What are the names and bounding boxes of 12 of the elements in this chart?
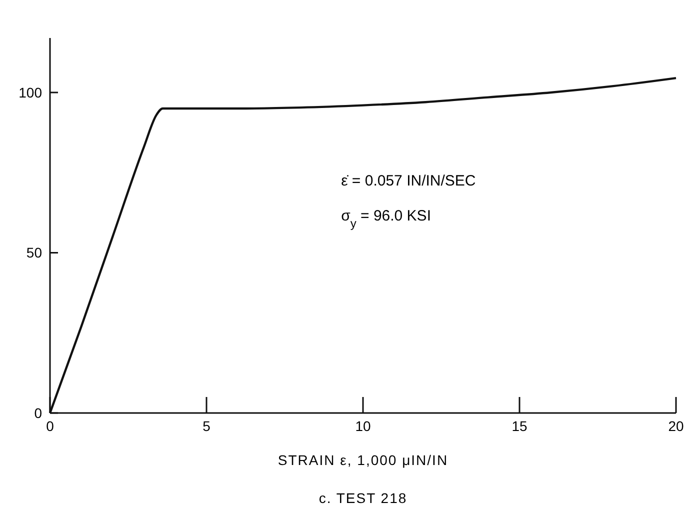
x-tick-label: 10 xyxy=(355,418,371,434)
text: c. TEST 218 xyxy=(318,490,408,506)
x-tick-label: 15 xyxy=(512,418,528,434)
x-axis-title: STRAIN ε, 1,000 μIN/IN xyxy=(278,452,448,468)
y-tick-label: 50 xyxy=(26,244,42,261)
y-tick-label: 0 xyxy=(34,405,42,421)
y-tick-label: 100 xyxy=(18,84,42,100)
annotation: σ$_{y}$ = 96.0 KSI xyxy=(341,208,431,231)
annotation: ε̇ = 0.057 IN/IN/SEC xyxy=(341,172,476,190)
x-tick-label: 20 xyxy=(668,418,684,434)
x-tick-label: 0 xyxy=(46,418,54,434)
x-tick-label: 5 xyxy=(202,418,211,434)
